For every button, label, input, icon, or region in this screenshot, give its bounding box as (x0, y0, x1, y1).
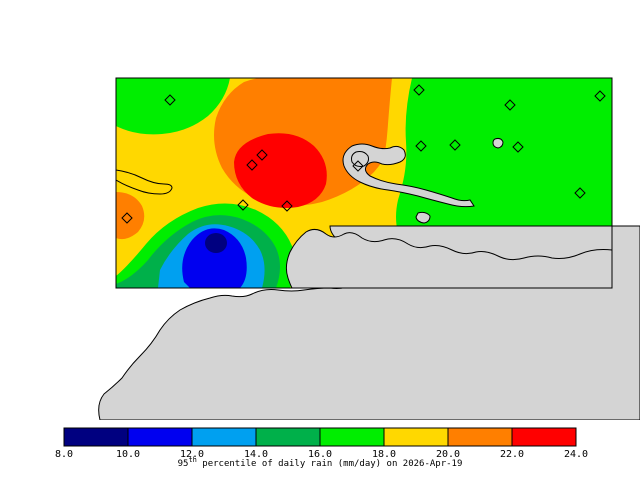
land-sandbar-west (116, 169, 173, 195)
land-islet-centre (415, 211, 431, 224)
contour-band-16-18-nw (116, 78, 230, 135)
contour-band-10-12 (182, 228, 247, 288)
diamond-marker (121, 212, 133, 224)
colorbar-tick-label: 22.0 (500, 449, 524, 460)
station-markers (121, 84, 606, 224)
colorbar-cell (383, 427, 449, 447)
colorbar-tick-label: 12.0 (180, 449, 204, 460)
colorbar-cell (511, 427, 577, 447)
diamond-marker (281, 200, 293, 212)
colorbar-panel: 8.0 10.0 12.0 14.0 16.0 18.0 20.0 22.0 24.0 95th… (0, 424, 640, 480)
diamond-marker (504, 99, 516, 111)
colorbar-tick-labels: 8.0 10.0 12.0 14.0 16.0 18.0 20.0 22.0 24.0 (55, 449, 588, 460)
land-areas (98, 137, 640, 420)
plot-box-border (115, 77, 613, 289)
diamond-marker (352, 160, 364, 172)
colorbar-tick-label: 16.0 (308, 449, 332, 460)
colorbar-tick-label: 14.0 (244, 449, 268, 460)
colorbar-border (63, 427, 577, 447)
colorbar-tick-label: 20.0 (436, 449, 460, 460)
land-peninsula-spit (342, 143, 475, 208)
diamond-marker (449, 139, 461, 151)
diamond-marker (512, 141, 524, 153)
colorbar-cell (127, 427, 193, 447)
land-islet-east (492, 137, 504, 149)
colorbar-cell (447, 427, 513, 447)
diamond-marker (574, 187, 586, 199)
colorbar-cells (63, 427, 577, 447)
colorbar-tick-label: 18.0 (372, 449, 396, 460)
colorbar-caption: 95th percentile of daily rain (mm/day) o… (178, 456, 463, 469)
diamond-marker (415, 140, 427, 152)
diamond-marker (237, 199, 249, 211)
colorbar-svg: 8.0 10.0 12.0 14.0 16.0 18.0 20.0 22.0 24.0 95th… (0, 424, 640, 480)
contour-map-panel (98, 77, 640, 420)
diamond-marker (413, 84, 425, 96)
colorbar-cell (319, 427, 385, 447)
contour-band-22-24 (234, 133, 327, 208)
colorbar-cell (63, 427, 129, 447)
colorbar-tick-label: 24.0 (564, 449, 588, 460)
colorbar-cell (191, 427, 257, 447)
land-inside-plot-se (285, 228, 612, 288)
diamond-marker (246, 159, 258, 171)
diamond-marker (256, 149, 268, 161)
colorbar-tick-label: 8.0 (55, 449, 73, 460)
colorbar-tick-label: 10.0 (116, 449, 140, 460)
contour-map-svg (98, 77, 640, 420)
colorbar-cell (255, 427, 321, 447)
contour-band-8-10 (205, 233, 227, 253)
diamond-marker (164, 94, 176, 106)
diamond-marker (594, 90, 606, 102)
